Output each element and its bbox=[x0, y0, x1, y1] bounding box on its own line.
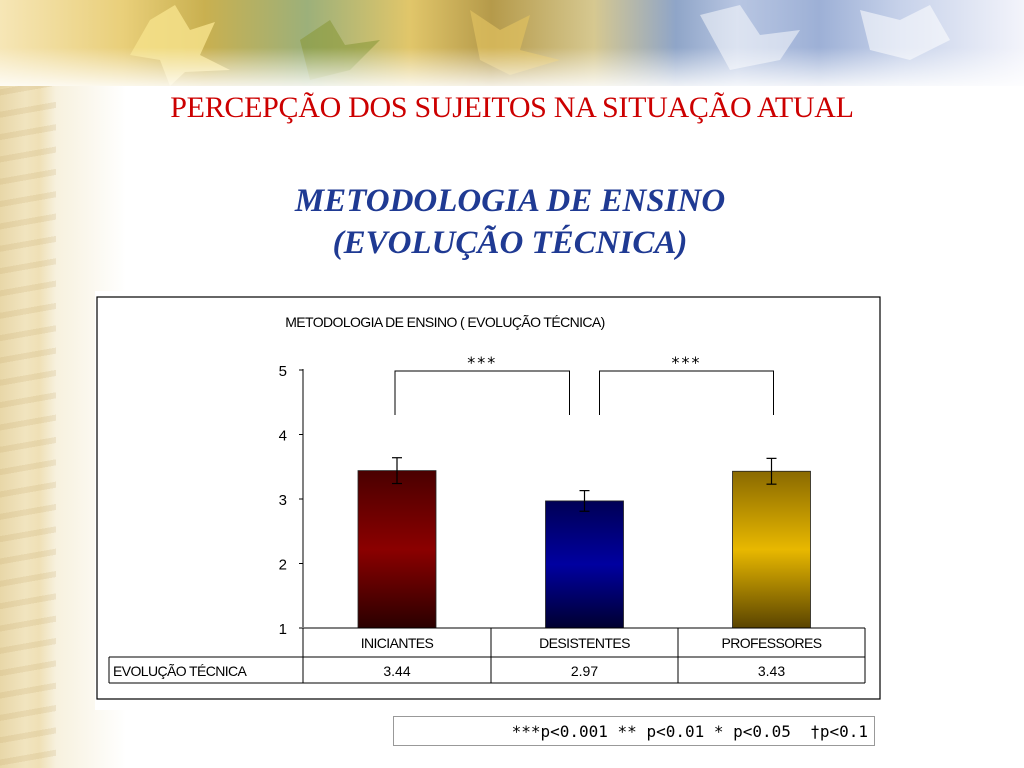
y-tick-label: 1 bbox=[279, 621, 287, 638]
significance-bracket bbox=[394, 370, 570, 415]
significance-stars: *** bbox=[467, 353, 497, 372]
slide-subtitle: METODOLOGIA DE ENSINO (EVOLUÇÃO TÉCNICA) bbox=[200, 180, 820, 264]
y-tick-label: 4 bbox=[279, 428, 287, 445]
chart-border bbox=[96, 296, 881, 700]
y-tick-label: 3 bbox=[279, 492, 287, 509]
data-value-label: 3.43 bbox=[758, 663, 785, 679]
subtitle-line-1: METODOLOGIA DE ENSINO bbox=[294, 183, 726, 219]
chart-container: METODOLOGIA DE ENSINO ( EVOLUÇÃO TÉCNICA… bbox=[95, 291, 882, 710]
significance-bracket bbox=[599, 370, 774, 415]
x-category-label: INICIANTES bbox=[361, 635, 434, 651]
decorative-banner bbox=[0, 0, 1024, 86]
y-tick-label: 2 bbox=[279, 557, 287, 574]
significance-stars: *** bbox=[672, 353, 702, 372]
x-category-label: PROFESSORES bbox=[722, 635, 822, 651]
y-tick-label: 5 bbox=[279, 363, 287, 380]
leaf-decoration-icon bbox=[130, 5, 950, 86]
bar-chart: METODOLOGIA DE ENSINO ( EVOLUÇÃO TÉCNICA… bbox=[96, 296, 881, 700]
significance-legend: ***p<0.001 ** p<0.01 * p<0.05 †p<0.1 bbox=[393, 716, 875, 746]
slide-title: PERCEPÇÃO DOS SUJEITOS NA SITUAÇÃO ATUAL bbox=[170, 91, 854, 124]
bar-iniciantes bbox=[357, 470, 437, 629]
data-value-label: 3.44 bbox=[383, 663, 410, 679]
x-category-label: DESISTENTES bbox=[539, 635, 630, 651]
parchment-background bbox=[0, 0, 56, 768]
data-value-label: 2.97 bbox=[571, 663, 598, 679]
bar-desistentes bbox=[545, 500, 624, 629]
chart-title: METODOLOGIA DE ENSINO ( EVOLUÇÃO TÉCNICA… bbox=[285, 314, 605, 330]
bar-professores bbox=[732, 470, 811, 629]
series-row-label: EVOLUÇÃO TÉCNICA bbox=[113, 663, 248, 679]
subtitle-line-2: (EVOLUÇÃO TÉCNICA) bbox=[332, 225, 688, 261]
